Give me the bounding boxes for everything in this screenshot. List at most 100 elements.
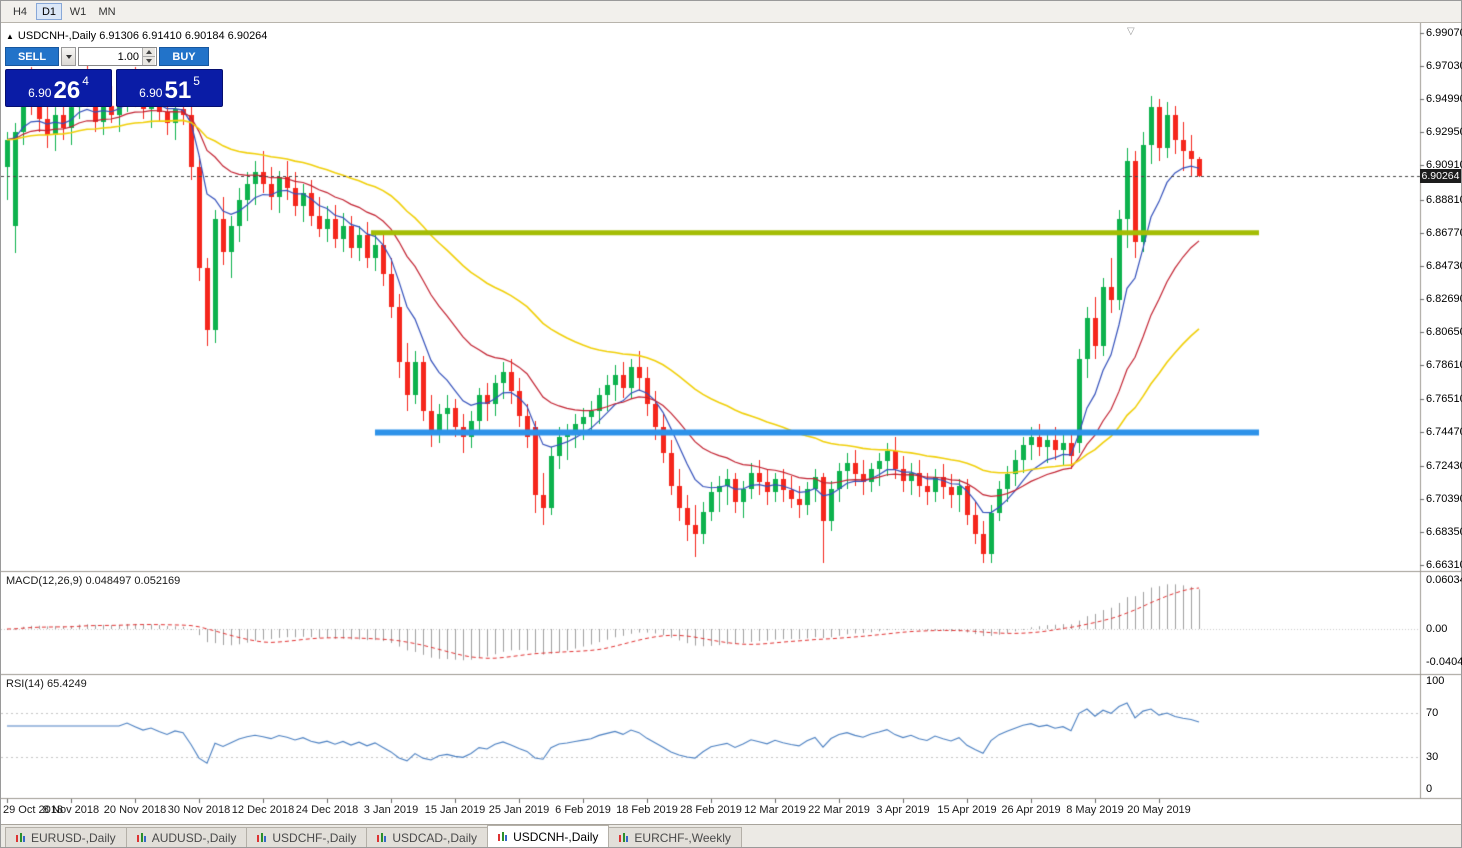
time-axis-label: 18 Feb 2019 (616, 804, 678, 816)
price-scale-label: 6.78610 (1426, 359, 1462, 372)
price-scale-label: 6.74470 (1426, 426, 1462, 439)
chart-shift-marker-icon: ▽ (1127, 26, 1135, 37)
volume-input[interactable] (79, 48, 142, 65)
chart-tab-label: EURCHF-,Weekly (634, 830, 731, 845)
trade-panel-controls: SELL BUY (5, 47, 227, 66)
chart-title: ▲ USDCNH-,Daily 6.91306 6.91410 6.90184 … (6, 30, 267, 42)
price-scale[interactable]: 6.99070 6.97030 6.94990 6.92950 6.90910 6.888… (1420, 23, 1462, 799)
price-scale-label: 6.94990 (1426, 93, 1462, 106)
time-axis-label: 12 Dec 2018 (231, 804, 295, 816)
price-scale-label: 6.80650 (1426, 326, 1462, 339)
spinner-down-icon (146, 59, 152, 63)
mini-chart-icon (16, 832, 26, 843)
rsi-scale-label: 100 (1426, 675, 1445, 687)
price-scale-label: 6.82690 (1426, 292, 1462, 305)
chart-tab-label: AUDUSD-,Daily (151, 830, 237, 845)
ask-price-pips: 51 (164, 77, 192, 104)
chart-tab-label: USDCHF-,Daily (272, 830, 357, 845)
volume-field (78, 47, 157, 66)
bid-price-point: 4 (82, 74, 89, 88)
time-axis-label: 8 Nov 2018 (42, 804, 100, 816)
time-axis-label: 15 Jan 2019 (424, 804, 486, 816)
time-axis-label: 28 Feb 2019 (680, 804, 742, 816)
bid-price-major: 6.90 (28, 86, 52, 100)
price-scale-label: 6.84730 (1426, 259, 1462, 272)
spinner-up-icon (146, 50, 152, 54)
time-axis-label: 26 Apr 2019 (1001, 804, 1061, 816)
rsi-scale-label: 0 (1426, 783, 1433, 795)
mini-chart-icon (498, 831, 508, 842)
timeframe-toolbar: H4 D1 W1 MN (1, 1, 1461, 23)
time-axis-label: 25 Jan 2019 (488, 804, 550, 816)
ask-price-major: 6.90 (139, 86, 163, 100)
chart-canvas[interactable] (1, 23, 1461, 824)
ask-price-button[interactable]: 6.90 51 5 (116, 69, 223, 107)
macd-indicator-label: MACD(12,26,9) 0.048497 0.052169 (6, 575, 181, 587)
time-axis-label: 6 Feb 2019 (555, 804, 611, 816)
rsi-scale-label: 30 (1426, 750, 1439, 763)
macd-scale-label: 0.00 (1426, 623, 1448, 635)
buy-button[interactable]: BUY (159, 47, 209, 66)
chart-tab-eurusd-daily[interactable]: EURUSD-,Daily (5, 827, 127, 847)
price-scale-label: 6.66310 (1426, 558, 1462, 571)
price-scale-label: 6.72430 (1426, 459, 1462, 472)
one-click-trading-panel: SELL BUY 6.90 26 4 6.90 (5, 47, 227, 107)
timeframe-button-mn[interactable]: MN (94, 3, 120, 20)
chart-title-text: USDCNH-,Daily 6.91306 6.91410 6.90184 6.… (17, 30, 268, 42)
chart-stack: ▲ USDCNH-,Daily 6.91306 6.91410 6.90184 … (1, 23, 1462, 824)
chart-tab-usdchf-daily[interactable]: USDCHF-,Daily (246, 827, 368, 847)
trade-panel-prices: 6.90 26 4 6.90 51 5 (5, 69, 227, 107)
volume-spinner (142, 48, 155, 65)
time-axis-label: 15 Apr 2019 (937, 804, 997, 816)
mini-chart-icon (619, 832, 629, 843)
macd-scale-label: 0.060342 (1426, 574, 1462, 587)
price-scale-label: 6.90910 (1426, 159, 1462, 172)
rsi-scale-label: 70 (1426, 707, 1439, 720)
price-scale-label: 6.92950 (1426, 126, 1462, 139)
volume-dropdown-button[interactable] (61, 47, 76, 66)
time-axis-label: 24 Dec 2018 (295, 804, 359, 816)
chart-tab-label: USDCNH-,Daily (513, 829, 599, 844)
price-scale-label: 6.70390 (1426, 492, 1462, 505)
chart-tab-eurchf-weekly[interactable]: EURCHF-,Weekly (608, 827, 742, 847)
macd-scale-label: -0.040415 (1426, 655, 1462, 668)
mini-chart-icon (257, 832, 267, 843)
price-scale-label: 6.99070 (1426, 27, 1462, 39)
timeframe-button-h4[interactable]: H4 (7, 3, 33, 20)
time-axis-label: 20 Nov 2018 (103, 804, 167, 816)
rsi-indicator-label: RSI(14) 65.4249 (6, 678, 87, 690)
chart-tab-label: EURUSD-,Daily (31, 830, 116, 845)
price-scale-label: 6.86770 (1426, 226, 1462, 239)
time-axis[interactable]: 29 Oct 2018 8 Nov 2018 20 Nov 2018 30 Nov 2… (1, 799, 1420, 824)
bid-price-pips: 26 (53, 77, 81, 104)
price-scale-label: 6.68350 (1426, 525, 1462, 538)
ask-price-point: 5 (193, 74, 200, 88)
chart-collapse-icon[interactable]: ▲ (6, 31, 14, 41)
chart-tab-bar: EURUSD-,Daily AUDUSD-,Daily USDCHF-,Daily U… (1, 824, 1461, 847)
time-axis-label: 3 Apr 2019 (876, 804, 930, 816)
sell-button[interactable]: SELL (5, 47, 59, 66)
chart-tab-usdcnh-daily[interactable]: USDCNH-,Daily (487, 825, 610, 847)
time-axis-label: 30 Nov 2018 (167, 804, 231, 816)
price-scale-label: 6.97030 (1426, 60, 1462, 73)
mini-chart-icon (136, 832, 147, 843)
time-axis-label: 29 Oct 2018 (3, 804, 63, 816)
last-price-tag: 6.90264 (1420, 168, 1461, 183)
chart-tab-audusd-daily[interactable]: AUDUSD-,Daily (125, 827, 248, 847)
chart-tab-label: USDCAD-,Daily (392, 830, 478, 845)
time-axis-label: 20 May 2019 (1127, 804, 1191, 816)
time-axis-label: 22 Mar 2019 (808, 804, 870, 816)
mini-chart-icon (377, 832, 387, 843)
timeframe-button-w1[interactable]: W1 (65, 3, 91, 20)
volume-increase-button[interactable] (143, 48, 155, 56)
price-scale-label: 6.76510 (1426, 393, 1462, 406)
time-axis-label: 8 May 2019 (1066, 804, 1124, 816)
time-axis-label: 12 Mar 2019 (744, 804, 806, 816)
chevron-down-icon (65, 54, 72, 59)
chart-tab-usdcad-daily[interactable]: USDCAD-,Daily (366, 827, 489, 847)
timeframe-button-d1[interactable]: D1 (36, 3, 62, 20)
price-scale-label: 6.88810 (1426, 193, 1462, 206)
bid-price-button[interactable]: 6.90 26 4 (5, 69, 112, 107)
volume-decrease-button[interactable] (143, 56, 155, 65)
